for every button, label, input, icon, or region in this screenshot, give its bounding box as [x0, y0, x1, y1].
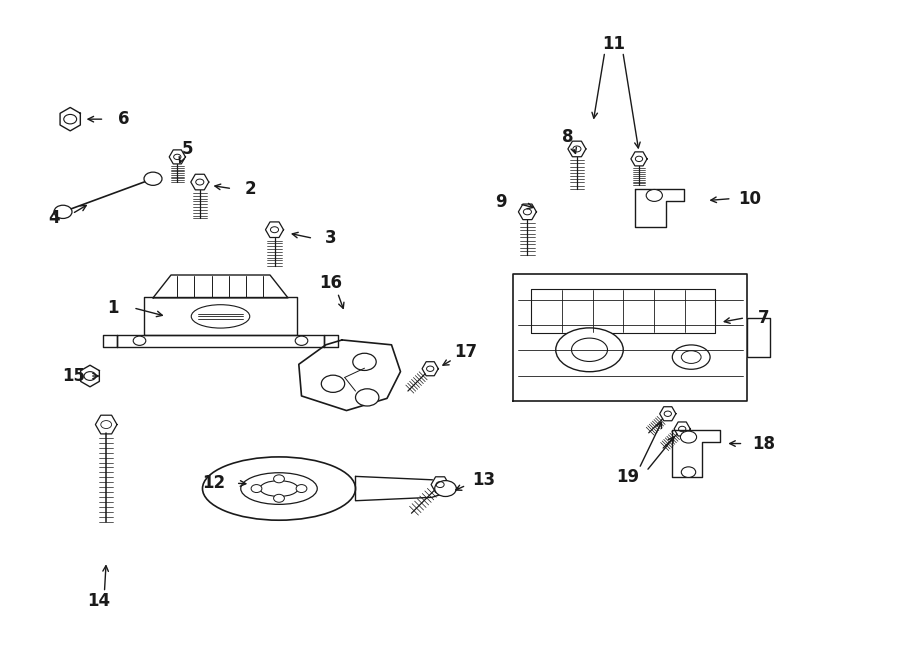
Polygon shape — [518, 204, 536, 220]
Polygon shape — [513, 274, 747, 401]
Ellipse shape — [672, 345, 710, 369]
Text: 13: 13 — [472, 471, 496, 489]
Text: 10: 10 — [738, 189, 761, 208]
Polygon shape — [356, 477, 459, 500]
Circle shape — [144, 172, 162, 185]
Text: 6: 6 — [119, 110, 130, 128]
Circle shape — [295, 336, 308, 346]
Text: 5: 5 — [182, 140, 193, 158]
Text: 14: 14 — [87, 592, 111, 610]
Circle shape — [321, 375, 345, 393]
Polygon shape — [747, 318, 770, 357]
Text: 11: 11 — [602, 35, 626, 54]
Polygon shape — [191, 174, 209, 190]
Polygon shape — [631, 152, 647, 166]
Polygon shape — [169, 150, 185, 164]
Text: 15: 15 — [62, 367, 86, 385]
Polygon shape — [422, 361, 438, 376]
Text: 7: 7 — [758, 308, 769, 327]
Text: 12: 12 — [202, 474, 226, 493]
Text: 18: 18 — [752, 434, 775, 453]
Circle shape — [435, 481, 456, 496]
Polygon shape — [153, 275, 288, 298]
Polygon shape — [531, 289, 716, 333]
Circle shape — [353, 354, 376, 371]
Polygon shape — [117, 335, 324, 347]
Text: 9: 9 — [496, 193, 507, 211]
Polygon shape — [60, 107, 80, 131]
Ellipse shape — [191, 305, 250, 328]
Circle shape — [680, 431, 697, 443]
Text: 2: 2 — [245, 179, 256, 198]
Ellipse shape — [241, 473, 317, 504]
Ellipse shape — [202, 457, 356, 520]
Polygon shape — [672, 430, 720, 477]
Polygon shape — [431, 477, 449, 493]
Circle shape — [646, 189, 662, 201]
Circle shape — [274, 495, 284, 502]
Ellipse shape — [260, 481, 298, 496]
Polygon shape — [81, 365, 99, 387]
Circle shape — [681, 467, 696, 477]
Text: 4: 4 — [49, 209, 59, 228]
Circle shape — [251, 485, 262, 493]
Ellipse shape — [555, 328, 623, 371]
Polygon shape — [568, 141, 586, 157]
Ellipse shape — [681, 351, 701, 363]
Polygon shape — [266, 222, 284, 238]
Polygon shape — [299, 340, 400, 410]
Text: 16: 16 — [319, 274, 342, 293]
Ellipse shape — [572, 338, 608, 361]
Text: 1: 1 — [107, 299, 118, 317]
Polygon shape — [104, 335, 117, 347]
Text: 3: 3 — [325, 229, 336, 248]
Circle shape — [356, 389, 379, 406]
Polygon shape — [95, 415, 117, 434]
Polygon shape — [660, 406, 676, 421]
Circle shape — [133, 336, 146, 346]
Polygon shape — [144, 297, 297, 335]
Polygon shape — [674, 422, 690, 436]
Circle shape — [54, 205, 72, 218]
Text: 17: 17 — [454, 343, 478, 361]
Circle shape — [296, 485, 307, 493]
Text: 8: 8 — [562, 128, 573, 146]
Text: 19: 19 — [616, 467, 639, 486]
Polygon shape — [634, 189, 684, 226]
Polygon shape — [324, 335, 338, 347]
Circle shape — [274, 475, 284, 483]
